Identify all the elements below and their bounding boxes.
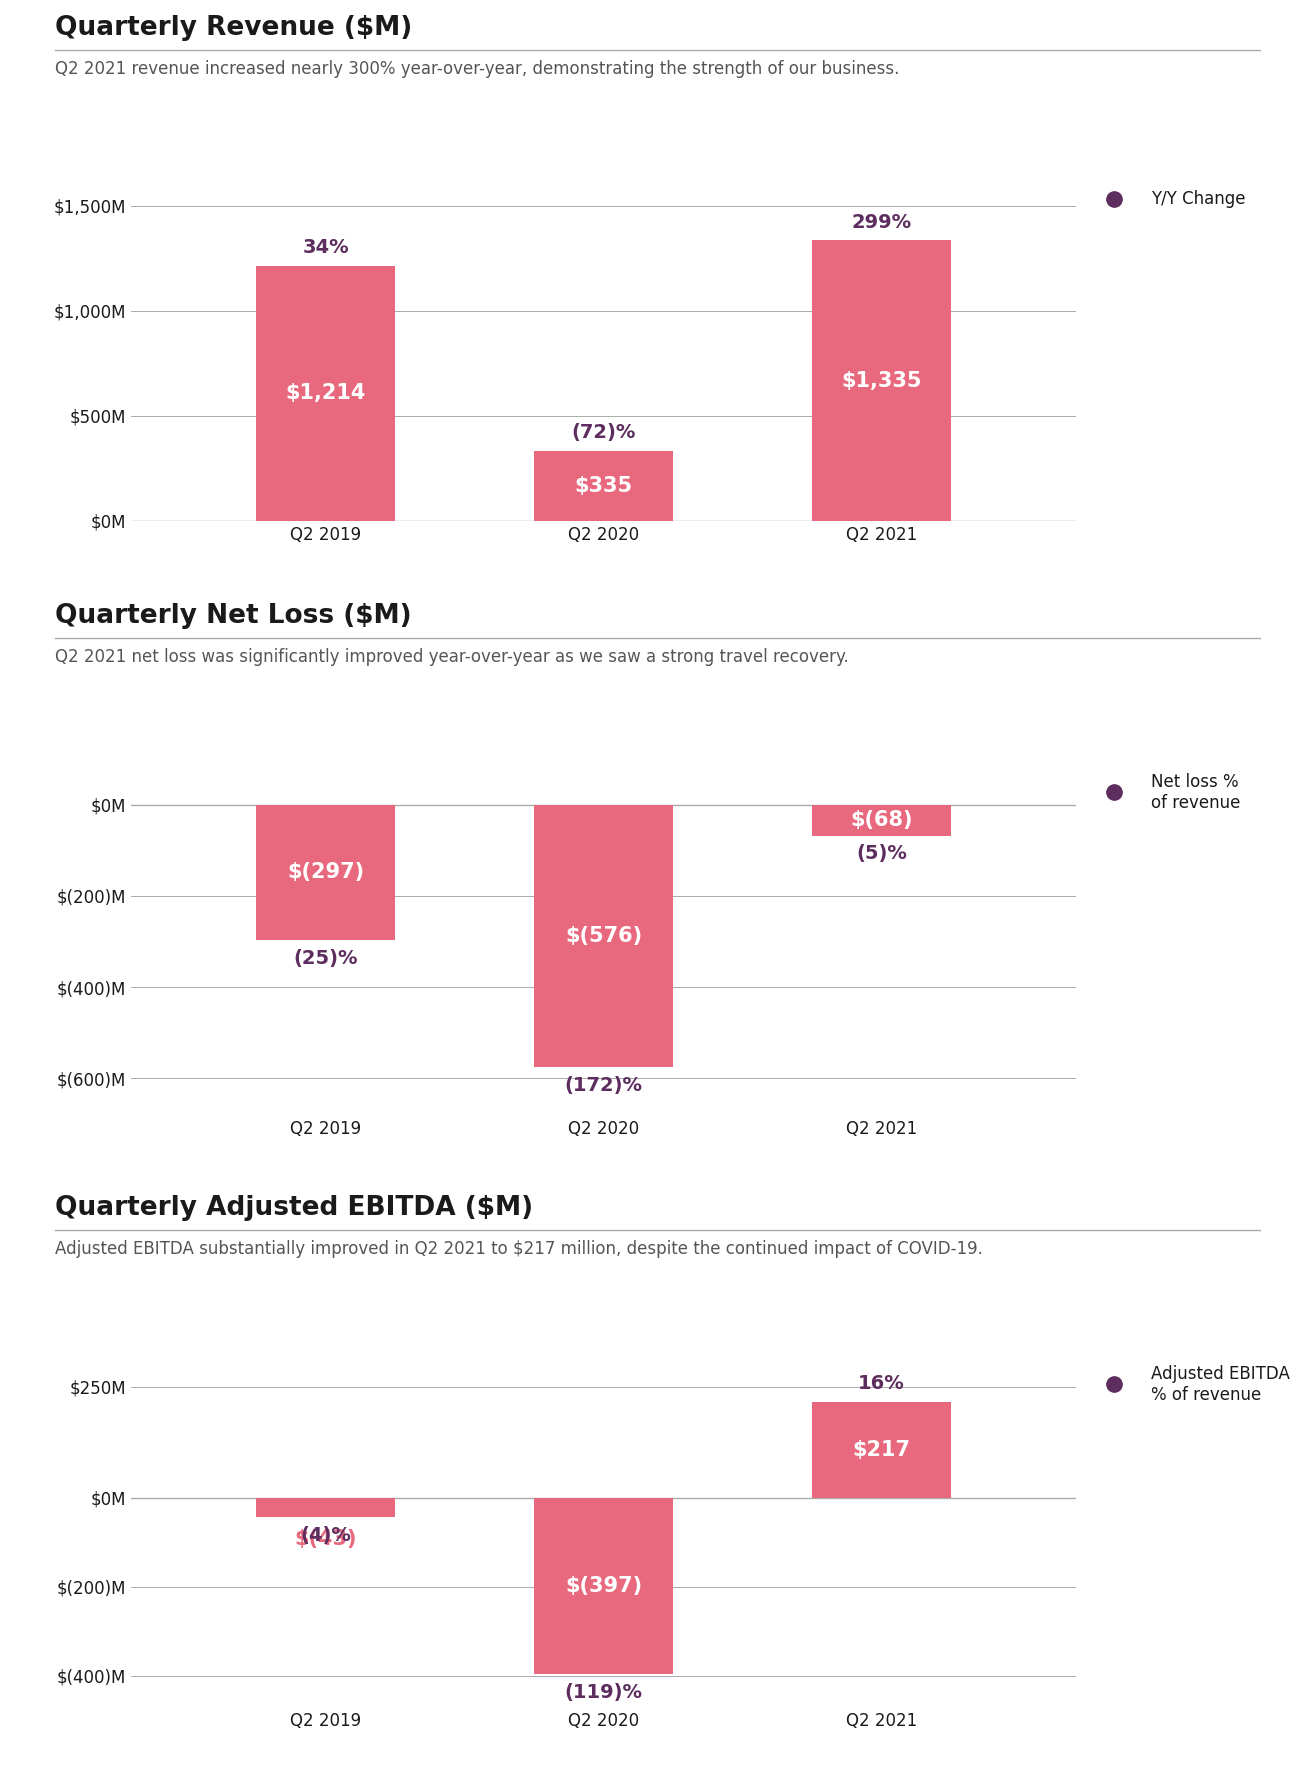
Text: $(297): $(297) <box>287 862 365 882</box>
Text: $(397): $(397) <box>565 1577 642 1597</box>
Text: $(43): $(43) <box>294 1529 357 1549</box>
Text: (172)%: (172)% <box>564 1076 643 1095</box>
Text: (4)%: (4)% <box>300 1526 352 1545</box>
Bar <box>812 240 951 521</box>
Bar <box>812 805 951 836</box>
Bar <box>812 1401 951 1497</box>
Bar <box>256 1497 395 1517</box>
Bar <box>534 805 673 1067</box>
Text: (72)%: (72)% <box>571 423 636 443</box>
Text: Q2 2021 revenue increased nearly 300% year-over-year, demonstrating the strength: Q2 2021 revenue increased nearly 300% ye… <box>55 60 899 78</box>
Text: Q2 2021 net loss was significantly improved year-over-year as we saw a strong tr: Q2 2021 net loss was significantly impro… <box>55 647 849 667</box>
Text: $(576): $(576) <box>565 926 642 946</box>
Text: (119)%: (119)% <box>564 1684 643 1702</box>
Text: (25)%: (25)% <box>294 949 358 967</box>
Text: (5)%: (5)% <box>855 845 907 864</box>
Text: Net loss %
of revenue: Net loss % of revenue <box>1152 773 1241 813</box>
Text: $1,214: $1,214 <box>286 384 366 404</box>
Text: Adjusted EBITDA
% of revenue: Adjusted EBITDA % of revenue <box>1152 1366 1290 1405</box>
Text: 16%: 16% <box>858 1374 905 1392</box>
Text: 299%: 299% <box>851 213 912 231</box>
Bar <box>256 805 395 941</box>
Text: Y/Y Change: Y/Y Change <box>1152 190 1246 208</box>
Text: $1,335: $1,335 <box>841 370 921 391</box>
Text: Quarterly Adjusted EBITDA ($M): Quarterly Adjusted EBITDA ($M) <box>55 1195 533 1221</box>
Bar <box>256 267 395 521</box>
Bar <box>534 1497 673 1675</box>
Text: $335: $335 <box>575 477 632 496</box>
Bar <box>534 450 673 521</box>
Text: Quarterly Net Loss ($M): Quarterly Net Loss ($M) <box>55 603 412 629</box>
Text: 34%: 34% <box>302 238 349 258</box>
Text: $217: $217 <box>853 1440 911 1460</box>
Text: Adjusted EBITDA substantially improved in Q2 2021 to $217 million, despite the c: Adjusted EBITDA substantially improved i… <box>55 1239 983 1259</box>
Text: Quarterly Revenue ($M): Quarterly Revenue ($M) <box>55 14 412 41</box>
Text: $(68): $(68) <box>850 811 913 830</box>
